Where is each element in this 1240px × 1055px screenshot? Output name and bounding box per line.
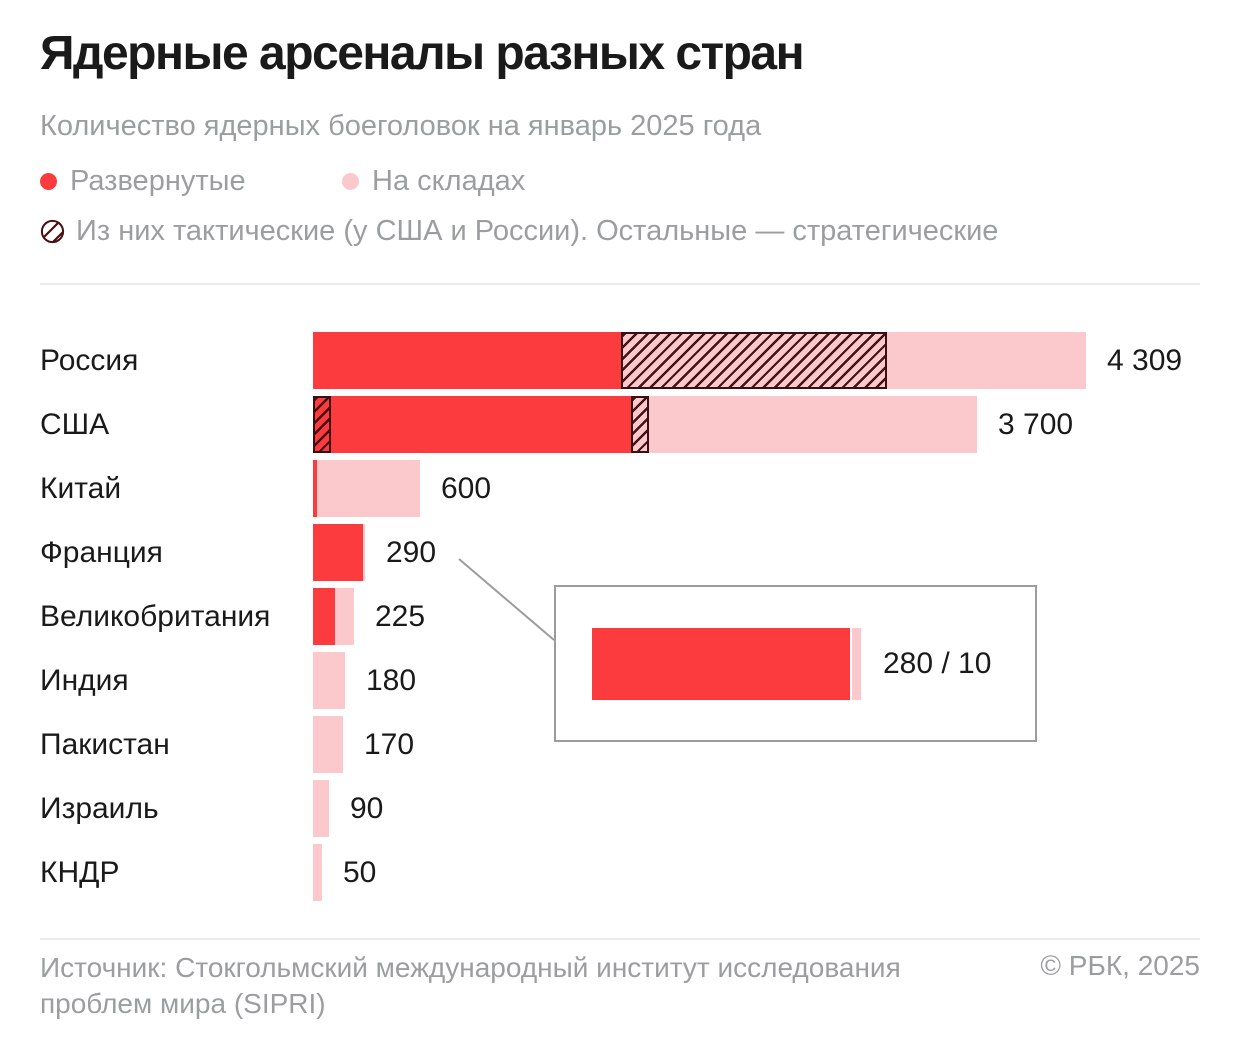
legend-note: Из них тактические (у США и России). Ост… [40,214,999,247]
bar-2 [313,396,977,453]
chart-subtitle: Количество ядерных боеголовок на январь … [40,110,762,142]
bar-1 [313,332,1086,389]
inset-segment-deployed [592,627,850,700]
legend-label-stored: На складах [372,164,526,197]
bar-segment-stored [313,652,345,709]
bar-5 [313,588,354,645]
country-label: Индия [40,664,129,697]
bar-6 [313,652,345,709]
chart-row: Франция 290 [0,524,1240,581]
bar-segment-deployed [331,396,631,453]
country-label: КНДР [40,856,120,889]
chart-row: Израиль 90 [0,780,1240,837]
bar-7 [313,716,343,773]
source-note: Источник: Стокгольмский международный ин… [40,952,901,1020]
value-label: 170 [364,728,415,761]
value-label: 50 [343,856,377,889]
bar-segment-stored [317,460,420,517]
bar-segment-deployed [313,460,317,517]
bar-segment-stored [363,524,365,581]
value-label: 225 [375,600,426,633]
bar-segment-stored-tactical [631,396,649,453]
tactical-hatch-icon [40,219,65,243]
bar-chart: Россия 4 309 США 3 700 Китай 600 Франция 290 Вел… [0,332,1240,908]
bar-segment-deployed [313,588,335,645]
chart-row: Великобритания 225 [0,588,1240,645]
chart-row: Китай 600 [0,460,1240,517]
bar-segment-stored [313,716,343,773]
bar-8 [313,780,329,837]
chart-title: Ядерные арсеналы разных стран [40,27,805,80]
inset-bar [592,627,861,700]
value-label: 180 [366,664,417,697]
copyright: © РБК, 2025 [1040,950,1200,981]
bar-segment-deployed [313,332,621,389]
country-label: США [40,408,110,441]
chart-row: Индия 180 [0,652,1240,709]
legend: Развернутые На складах [40,164,940,197]
divider-top [40,283,1200,285]
bar-segment-stored [313,780,329,837]
value-label: 3 700 [998,408,1074,441]
inset-detail-france: 280 / 10 [554,585,1037,742]
value-label: 600 [441,472,492,505]
legend-item-deployed: Развернутые [40,164,246,197]
bar-segment-stored [649,396,977,453]
bar-segment-deployed [313,524,363,581]
chart-row: США 3 700 [0,396,1240,453]
country-label: Великобритания [40,600,271,633]
inset-segment-stored [852,627,861,700]
value-label: 4 309 [1107,344,1183,377]
deployed-swatch-icon [40,172,57,190]
bar-segment-stored-tactical [621,332,887,389]
value-label: 90 [350,792,384,825]
country-label: Франция [40,536,163,569]
bar-3 [313,460,420,517]
bar-segment-stored [313,844,322,901]
country-label: Пакистан [40,728,170,761]
legend-item-stored: На складах [342,164,526,197]
stored-swatch-icon [342,172,359,190]
bar-segment-deployed-tactical [313,396,331,453]
chart-row: Россия 4 309 [0,332,1240,389]
bar-4 [313,524,365,581]
bar-segment-stored [335,588,354,645]
country-label: Китай [40,472,122,505]
inset-value-label: 280 / 10 [883,646,992,680]
legend-note-text: Из них тактические (у США и России). Ост… [76,214,999,247]
divider-bottom [40,938,1200,940]
legend-label-deployed: Развернутые [70,164,246,197]
value-label: 290 [386,536,437,569]
country-label: Израиль [40,792,159,825]
inset-segment-gap [850,627,852,700]
chart-row: Пакистан 170 [0,716,1240,773]
country-label: Россия [40,344,139,377]
bar-9 [313,844,322,901]
chart-row: КНДР 50 [0,844,1240,901]
bar-segment-stored [887,332,1086,389]
